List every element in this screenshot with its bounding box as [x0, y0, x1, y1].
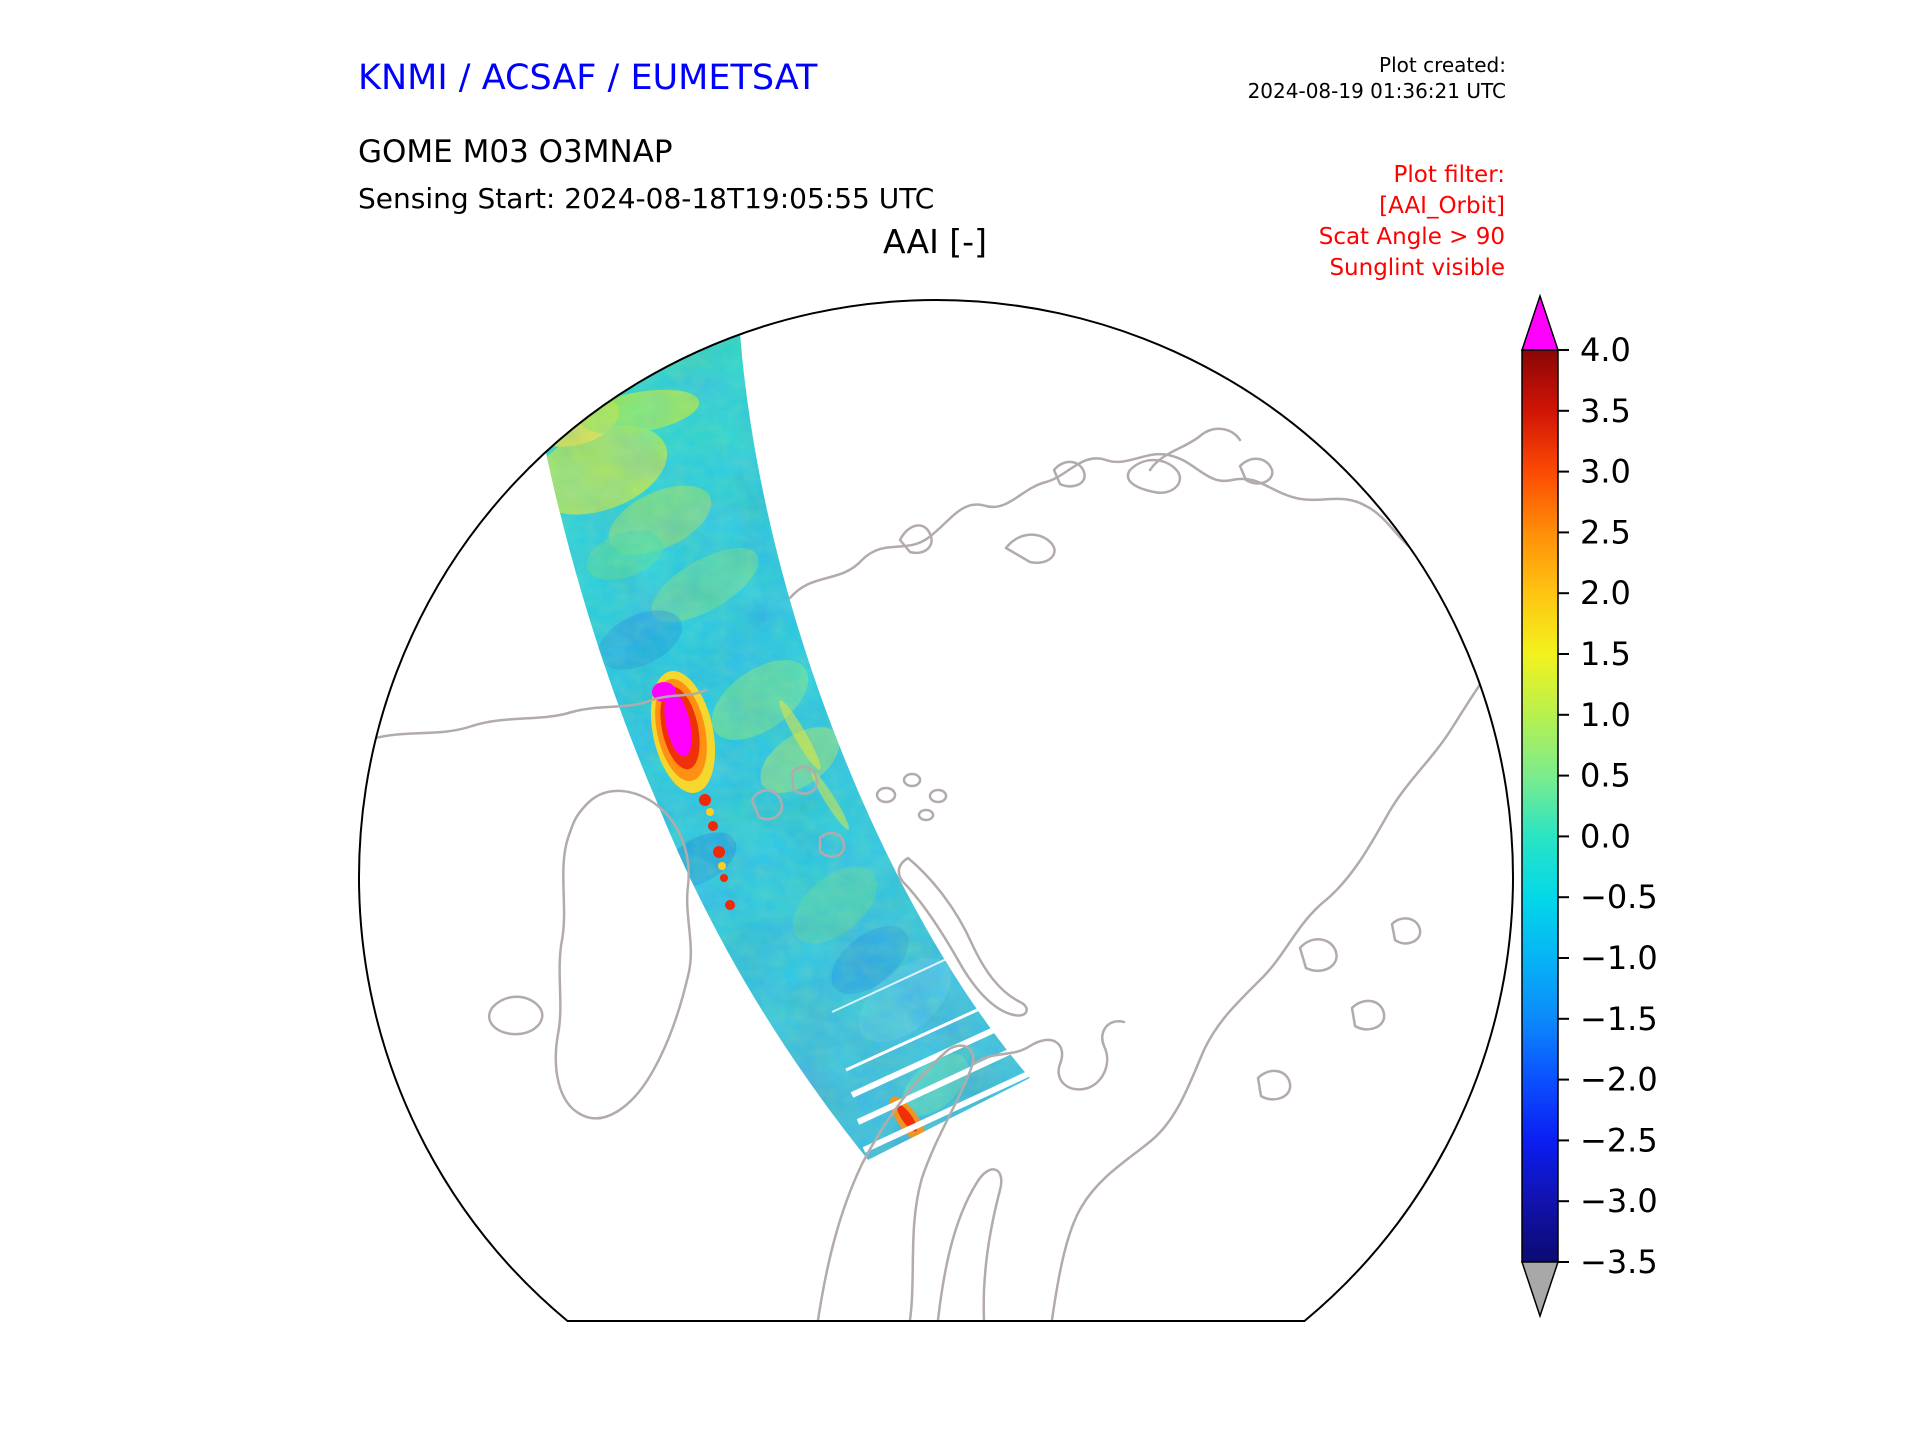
- coastline-norway: [816, 1044, 975, 1321]
- plume-trail-dot: [708, 821, 718, 831]
- colorbar-tick-label: −3.5: [1580, 1243, 1658, 1281]
- colorbar-tick-label: −1.5: [1580, 1000, 1658, 1038]
- coastline-novaya-zemlya: [897, 856, 1028, 1017]
- swath-streak: [810, 770, 850, 830]
- colorbar-tick-label: −2.5: [1580, 1121, 1658, 1159]
- plot-filter: Plot filter: [AAI_Orbit] Scat Angle > 90…: [1319, 160, 1505, 284]
- sensing-start: Sensing Start: 2024-08-18T19:05:55 UTC: [358, 182, 935, 215]
- plume-trail-dot: [699, 794, 711, 806]
- colorbar-tick-label: −1.0: [1580, 939, 1658, 977]
- plume-trail-dot: [720, 874, 728, 882]
- swath-streak: [779, 700, 821, 770]
- coastline-arctic-island: [1390, 917, 1422, 945]
- colorbar-tick-label: −2.0: [1580, 1061, 1658, 1099]
- colorbar-tick-label: 0.0: [1580, 817, 1631, 855]
- satellite-swath: [518, 300, 1030, 1160]
- coastline-iceland: [487, 995, 544, 1036]
- filter-line: [AAI_Orbit]: [1379, 193, 1505, 219]
- coastline-peninsula: [1238, 457, 1274, 485]
- plume-trail-dot: [725, 900, 735, 910]
- colorbar: 4.0 3.5 3.0 2.5 2.0 1.5 1.0 0.5 0.0 −0.5 −1.0 −1.5 −…: [1520, 293, 1658, 1319]
- coastline-peninsula: [1052, 460, 1086, 488]
- coastline-svalbard: [750, 789, 784, 821]
- colorbar-tick-label: 2.0: [1580, 574, 1631, 612]
- plume-trail-dot: [718, 862, 726, 870]
- swath-noise: [518, 300, 1030, 1160]
- colorbar-bar: [1521, 349, 1559, 1263]
- colorbar-tick-label: 4.0: [1580, 331, 1631, 369]
- map-interior: [360, 300, 1512, 1321]
- filter-line: Scat Angle > 90: [1318, 224, 1505, 250]
- filter-line: Plot filter:: [1393, 162, 1505, 188]
- colorbar-tick-label: 2.5: [1580, 513, 1631, 551]
- colorbar-over-arrow: [1520, 293, 1560, 351]
- coastlines: [360, 427, 1512, 1321]
- colorbar-tick-label: −0.5: [1580, 878, 1658, 916]
- coastline-bothnia: [936, 1168, 1003, 1321]
- plot-title: AAI [-]: [883, 222, 987, 261]
- plume-trail-dot: [713, 846, 725, 858]
- coastline-north-america: [1050, 648, 1512, 1321]
- coastline-peninsula: [898, 524, 933, 555]
- coastline-franz-josef: [875, 772, 948, 822]
- coastline-svalbard: [818, 831, 846, 858]
- coastline-arctic-island: [1350, 999, 1386, 1031]
- product-title: GOME M03 O3MNAP: [358, 134, 673, 170]
- coastline-arctic-island: [1126, 458, 1181, 494]
- coastline-canada-left: [360, 688, 708, 744]
- colorbar-tick-label: 3.0: [1580, 453, 1631, 491]
- colorbar-tick-label: −3.0: [1580, 1182, 1658, 1220]
- swath-gap-line: [862, 1059, 1030, 1153]
- plume-magenta: [664, 691, 692, 757]
- colorbar-under-arrow: [1520, 1261, 1560, 1319]
- coastline-taymyr: [1148, 427, 1242, 472]
- colorbar-tick-label: 1.0: [1580, 696, 1631, 734]
- coastline-arctic-island: [1298, 938, 1338, 973]
- colorbar-ticks: 4.0 3.5 3.0 2.5 2.0 1.5 1.0 0.5 0.0 −0.5 −1.0 −1.5 −…: [1558, 331, 1658, 1281]
- coastline-kola: [972, 1020, 1126, 1091]
- filter-line: Sunglint visible: [1329, 255, 1505, 281]
- colorbar-tick-label: 0.5: [1580, 757, 1631, 795]
- coastline-siberia: [788, 452, 1474, 618]
- map-boundary: [358, 298, 1514, 1322]
- coastline-svalbard: [790, 765, 819, 795]
- coastline-severnaya: [1004, 533, 1056, 565]
- plot-created: Plot created: 2024-08-19 01:36:21 UTC: [1248, 52, 1506, 104]
- aerosol-plume: [650, 671, 927, 1144]
- coastline-arctic-island: [1256, 1069, 1292, 1101]
- colorbar-tick-label: 3.5: [1580, 392, 1631, 430]
- plume-trail-dot: [706, 808, 714, 816]
- org-title: KNMI / ACSAF / EUMETSAT: [358, 58, 818, 98]
- colorbar-tick-label: 1.5: [1580, 635, 1631, 673]
- plot-created-value: 2024-08-19 01:36:21 UTC: [1247, 79, 1506, 103]
- plot-created-label: Plot created:: [1379, 53, 1506, 77]
- coastline-greenland: [554, 789, 693, 1120]
